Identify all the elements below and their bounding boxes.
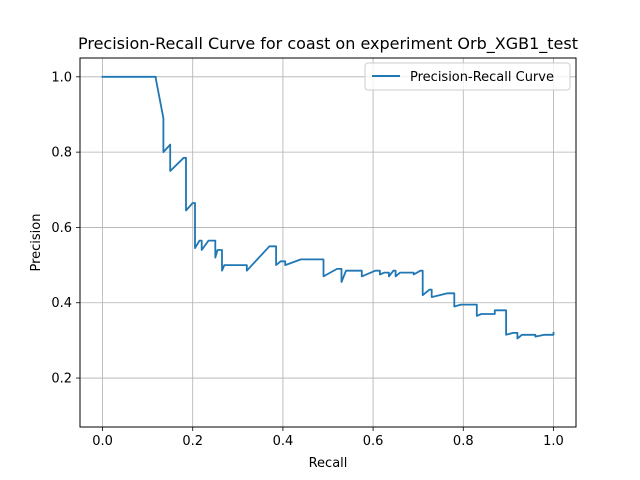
legend-label: Precision-Recall Curve	[410, 70, 554, 85]
axes-frame	[79, 57, 577, 428]
x-tick-label: 0.8	[453, 434, 474, 449]
legend: Precision-Recall Curve	[364, 62, 571, 91]
chart-title: Precision-Recall Curve for coast on expe…	[78, 34, 578, 54]
legend-box	[364, 62, 571, 91]
x-axis-title: Recall	[309, 456, 348, 471]
x-tick-label: 0.0	[92, 434, 113, 449]
y-tick-label: 0.6	[51, 221, 72, 236]
y-axis-title: Precision	[29, 213, 44, 271]
axis-ticks: 0.0 0.2 0.4 0.6 0.8 1.0 0.2 0.4 0.6 0.8 1.0	[51, 70, 563, 449]
x-tick-label: 0.6	[363, 434, 384, 449]
x-tick-label: 0.2	[182, 434, 203, 449]
x-tick-label: 1.0	[543, 434, 564, 449]
series-line	[101, 75, 555, 340]
plot-lines	[101, 75, 555, 340]
y-tick-label: 0.4	[51, 296, 72, 311]
y-tick-label: 1.0	[51, 70, 72, 85]
x-tick-label: 0.4	[273, 434, 294, 449]
y-tick-label: 0.2	[51, 372, 72, 387]
y-tick-label: 0.8	[51, 146, 72, 161]
